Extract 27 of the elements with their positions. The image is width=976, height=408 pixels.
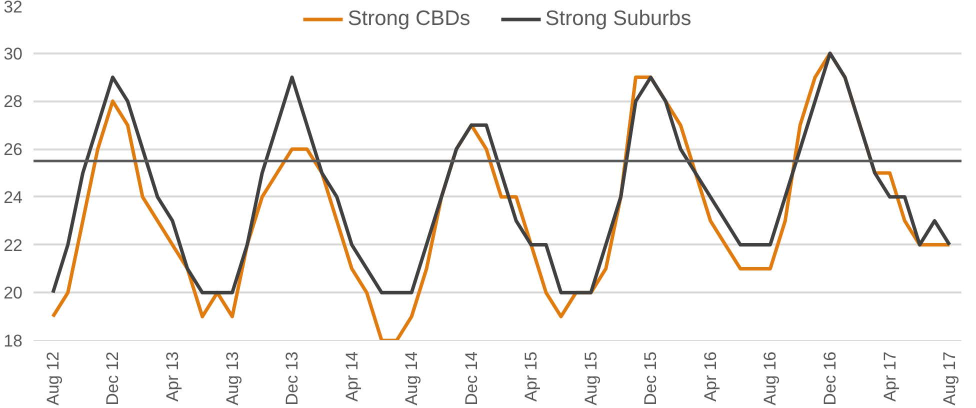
x-tick-label: Aug 13 [222, 351, 242, 406]
x-tick-label: Dec 16 [820, 351, 840, 406]
y-tick-label: 20 [4, 284, 23, 303]
y-tick-label: 18 [4, 332, 23, 350]
x-tick-label: Apr 16 [700, 351, 720, 402]
x-tick-label: Apr 15 [522, 351, 541, 402]
x-tick-label: Aug 12 [43, 351, 62, 406]
line-series [51, 52, 952, 294]
y-tick-label: 24 [4, 188, 23, 207]
x-tick-label: Aug 16 [760, 351, 780, 406]
y-tick-label: 26 [4, 140, 23, 160]
x-tick-label: Dec 12 [103, 351, 122, 406]
x-tick-label: Aug 17 [940, 351, 960, 406]
x-tick-label: Aug 14 [402, 351, 422, 406]
y-tick-label: 30 [4, 44, 23, 64]
x-tick-label: Apr 17 [880, 351, 900, 402]
x-tick-label: Aug 15 [581, 351, 600, 406]
x-tick-label: Dec 13 [282, 351, 302, 406]
x-tick-label: Dec 15 [641, 351, 660, 406]
legend-label: Strong Suburbs [545, 7, 692, 31]
legend-label: Strong CBDs [348, 7, 470, 31]
y-tick-label: 22 [4, 236, 23, 255]
y-tick-label: 28 [4, 92, 23, 112]
x-tick-label: Dec 14 [462, 351, 481, 406]
y-tick-label: 32 [4, 0, 23, 16]
x-tick-label: Apr 13 [162, 351, 182, 402]
x-tick-label: Apr 14 [342, 351, 362, 402]
